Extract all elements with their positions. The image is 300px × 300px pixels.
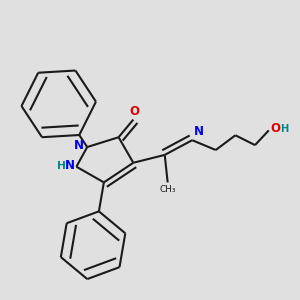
Text: H: H	[57, 160, 65, 170]
Text: N: N	[194, 125, 204, 138]
Text: N: N	[74, 139, 84, 152]
Text: N: N	[65, 159, 75, 172]
Text: CH₃: CH₃	[159, 185, 176, 194]
Text: H: H	[280, 124, 288, 134]
Text: O: O	[130, 105, 140, 118]
Text: O: O	[270, 122, 280, 134]
